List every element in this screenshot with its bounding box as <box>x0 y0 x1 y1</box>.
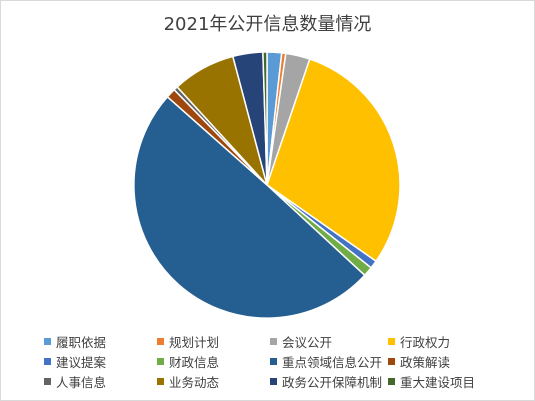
legend-swatch <box>44 377 51 385</box>
legend-item-3: 行政权力 <box>388 333 498 350</box>
chart-title: 2021年公开信息数量情况 <box>163 14 372 35</box>
legend-swatch <box>157 377 164 385</box>
legend-label: 履职依据 <box>56 334 107 350</box>
legend-label: 重大建设项目 <box>400 374 476 390</box>
legend-swatch <box>270 377 277 385</box>
legend-item-6: 重点领域信息公开 <box>270 353 388 370</box>
legend-label: 政务公开保障机制 <box>282 374 383 390</box>
legend-swatch <box>388 377 395 385</box>
legend-item-1: 规划计划 <box>157 333 270 350</box>
legend-item-0: 履职依据 <box>44 333 157 350</box>
legend-label: 业务动态 <box>169 374 220 390</box>
legend-item-10: 政务公开保障机制 <box>270 373 388 390</box>
chart-legend: 履职依据 规划计划 会议公开 行政权力建议提案 财政信息 重点领域信息公开 政策解读人事信息… <box>44 333 514 390</box>
legend-label: 政策解读 <box>400 354 451 370</box>
legend-swatch <box>388 337 395 345</box>
legend-swatch <box>270 357 277 365</box>
legend-label: 人事信息 <box>56 374 107 390</box>
legend-item-4: 建议提案 <box>44 353 157 370</box>
legend-label: 建议提案 <box>56 354 107 370</box>
pie-slice-11 <box>262 51 268 186</box>
legend-swatch <box>388 357 395 365</box>
legend-label: 重点领域信息公开 <box>282 354 383 370</box>
legend-label: 行政权力 <box>400 334 451 350</box>
pie-slice-3 <box>266 58 401 263</box>
legend-item-7: 政策解读 <box>388 353 498 370</box>
legend-label: 规划计划 <box>169 334 220 350</box>
pie-slice-6 <box>133 95 366 319</box>
legend-item-2: 会议公开 <box>270 333 388 350</box>
legend-item-11: 重大建设项目 <box>388 373 498 390</box>
legend-item-8: 人事信息 <box>44 373 157 390</box>
legend-swatch <box>157 337 164 345</box>
legend-swatch <box>44 357 51 365</box>
legend-swatch <box>44 337 51 345</box>
legend-item-5: 财政信息 <box>157 353 270 370</box>
legend-swatch <box>270 337 277 345</box>
legend-item-9: 业务动态 <box>157 373 270 390</box>
legend-label: 财政信息 <box>169 354 220 370</box>
legend-swatch <box>157 357 164 365</box>
legend-label: 会议公开 <box>282 334 333 350</box>
